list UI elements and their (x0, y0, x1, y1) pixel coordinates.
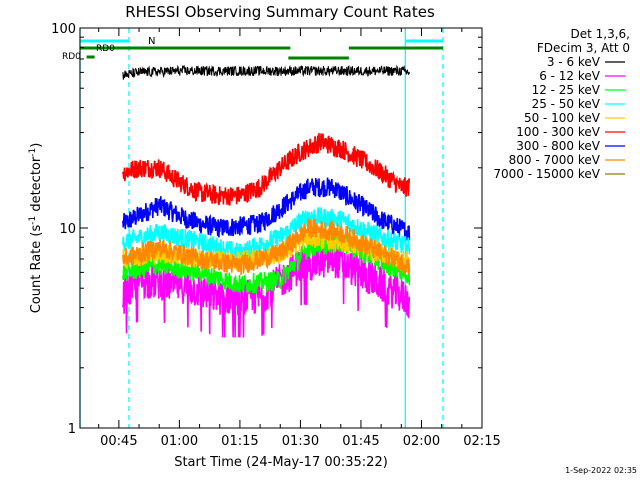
x-tick-label: 01:00 (161, 434, 198, 449)
x-tick-label: 01:15 (221, 434, 258, 449)
x-tick-label: 01:30 (282, 434, 319, 449)
x-axis-label: Start Time (24-May-17 00:35:22) (174, 455, 388, 470)
plot-area: 1 10 100 00:45 01:00 01:15 01:30 01:45 02:00 02:… (51, 22, 501, 449)
x-tick-label: 02:15 (463, 434, 500, 449)
legend-label: 25 - 50 keV (532, 97, 601, 111)
legend-label: 6 - 12 keV (539, 69, 601, 83)
x-tick-label: 01:45 (342, 434, 379, 449)
series-line (122, 233, 411, 294)
y-ticks: 1 10 100 (51, 22, 482, 437)
legend-label: 800 - 7000 keV (509, 153, 601, 167)
series-group (122, 64, 411, 338)
legend-label: 50 - 100 keV (524, 111, 601, 125)
legend-header: FDecim 3, Att 0 (537, 41, 630, 55)
x-tick-label: 00:45 (100, 434, 137, 449)
y-axis-label-end: ) (29, 143, 44, 148)
y-axis-label-sup2: -1 (28, 148, 38, 157)
annotation-rd0-a: RD0 (96, 44, 115, 54)
legend-label: 300 - 800 keV (516, 139, 600, 153)
annotation-night: N (148, 36, 155, 47)
chart-title: RHESSI Observing Summary Count Rates (125, 3, 435, 21)
legend-header: Det 1,3,6, (571, 27, 631, 41)
footer-timestamp: 1-Sep-2022 02:35 (565, 466, 637, 475)
y-axis-label-sup1: -1 (28, 216, 38, 225)
y-axis-label: Count Rate (s-1 detector-1) (28, 143, 44, 314)
x-tick-label: 02:00 (403, 434, 440, 449)
y-tick-label: 10 (59, 222, 76, 237)
series-line (122, 218, 411, 275)
status-bars (80, 39, 443, 60)
legend-label: 3 - 6 keV (547, 55, 601, 69)
y-axis-label-main: Count Rate (s (29, 225, 44, 314)
legend-label: 100 - 300 keV (516, 125, 600, 139)
series-line (122, 207, 411, 262)
y-axis-label-mid: detector (29, 156, 44, 216)
y-tick-label: 1 (68, 422, 76, 437)
legend-label: 7000 - 15000 keV (493, 167, 600, 181)
legend-label: 12 - 25 keV (532, 83, 601, 97)
x-ticks: 00:45 01:00 01:15 01:30 01:45 02:00 02:15 (98, 28, 501, 449)
series-line (122, 243, 411, 338)
series-line (122, 64, 410, 80)
series-line (122, 133, 411, 206)
y-tick-label: 100 (51, 22, 76, 37)
annotation-rd0-b: RD0 (62, 52, 81, 62)
series-line (122, 177, 411, 243)
